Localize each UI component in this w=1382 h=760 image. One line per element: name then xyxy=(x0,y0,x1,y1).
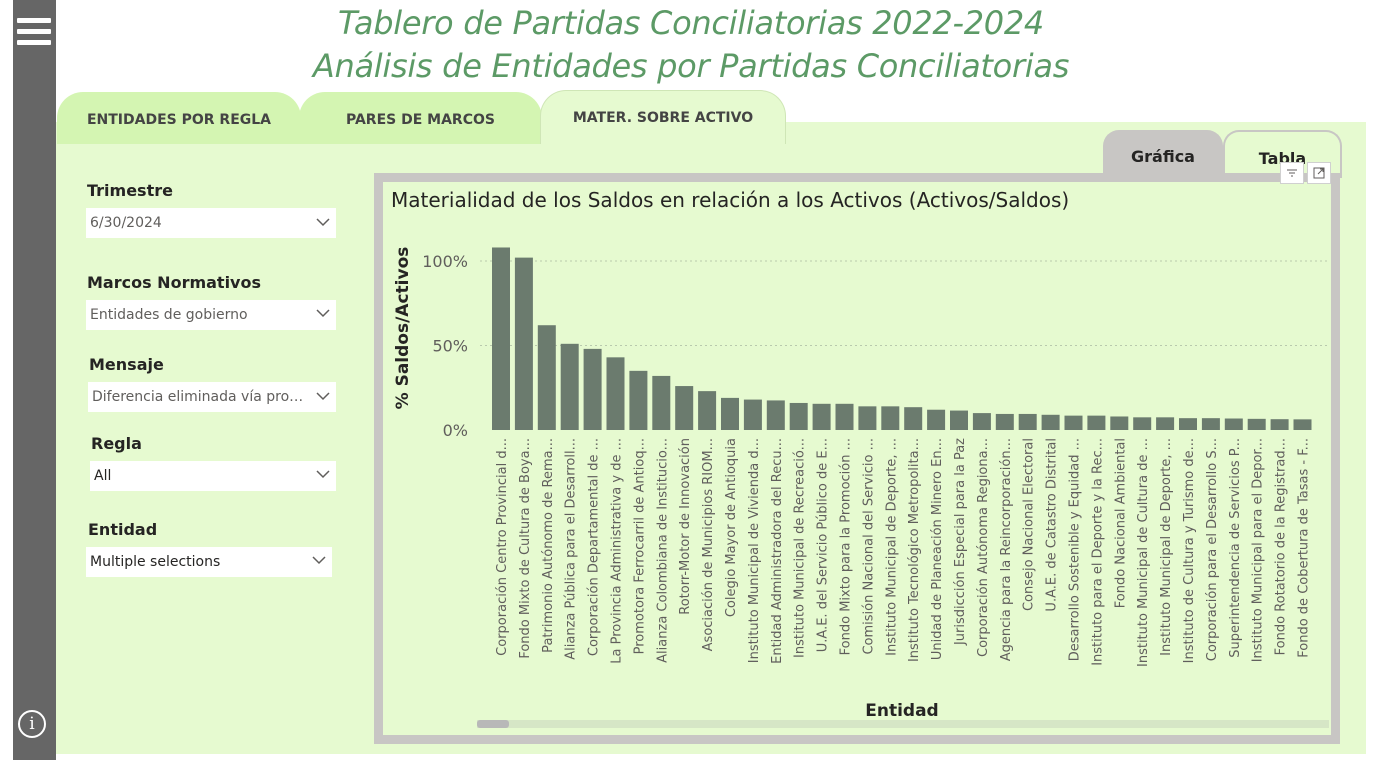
chart-title: Materialidad de los Saldos en relación a… xyxy=(391,188,1070,212)
chart-scrollbar-thumb[interactable] xyxy=(477,720,509,728)
grafica-button[interactable]: Gráfica xyxy=(1103,130,1223,178)
regla-dropdown[interactable]: All xyxy=(90,461,336,491)
chevron-down-icon[interactable] xyxy=(315,388,331,404)
chevron-down-icon[interactable] xyxy=(315,466,331,482)
hamburger-menu-icon[interactable] xyxy=(17,18,51,52)
page-subtitle: Análisis de Entidades por Partidas Conci… xyxy=(312,47,1070,85)
chevron-down-icon[interactable] xyxy=(315,305,331,321)
left-rail: i xyxy=(13,0,56,760)
entidad-label: Entidad xyxy=(88,520,158,539)
tab-mater-sobre-activo[interactable]: MATER. SOBRE ACTIVO xyxy=(540,90,786,144)
entidad-dropdown[interactable]: Multiple selections xyxy=(86,547,332,577)
focus-mode-icon[interactable] xyxy=(1307,162,1331,184)
info-icon[interactable]: i xyxy=(18,710,46,738)
tab-entidades-por-regla[interactable]: ENTIDADES POR REGLA xyxy=(57,92,301,144)
filter-icon[interactable] xyxy=(1280,162,1304,184)
chart-visual: Materialidad de los Saldos en relación a… xyxy=(374,173,1340,744)
trimestre-label: Trimestre xyxy=(87,181,173,200)
marcos-label: Marcos Normativos xyxy=(87,273,261,292)
regla-label: Regla xyxy=(91,434,142,453)
chart-scrollbar-track[interactable] xyxy=(477,720,1329,728)
mensaje-label: Mensaje xyxy=(89,355,164,374)
marcos-dropdown[interactable]: Entidades de gobierno xyxy=(86,300,336,330)
page-title: Tablero de Partidas Conciliatorias 2022-… xyxy=(338,4,1044,42)
mensaje-dropdown[interactable]: Diferencia eliminada vía proceso de conc… xyxy=(88,382,336,412)
chevron-down-icon[interactable] xyxy=(315,214,331,230)
chevron-down-icon[interactable] xyxy=(311,552,327,568)
tab-pares-de-marcos[interactable]: PARES DE MARCOS xyxy=(299,92,542,144)
trimestre-dropdown[interactable]: 6/30/2024 xyxy=(86,208,336,238)
chart-area: Materialidad de los Saldos en relación a… xyxy=(383,182,1331,735)
